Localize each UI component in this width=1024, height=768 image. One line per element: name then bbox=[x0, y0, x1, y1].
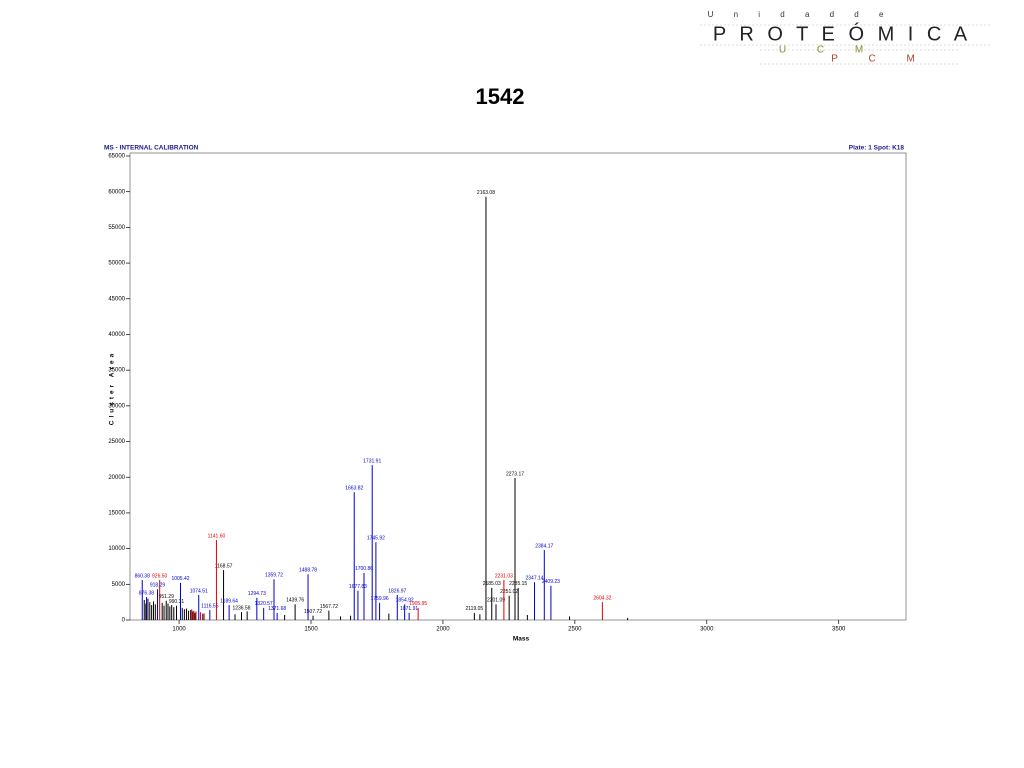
x-tick-label: 1000 bbox=[172, 627, 186, 633]
y-tick-label: 15000 bbox=[108, 511, 125, 517]
peak-label: 2384.17 bbox=[535, 543, 553, 549]
peak-label: 1826.97 bbox=[388, 588, 406, 594]
peak-label: 1854.92 bbox=[396, 598, 414, 604]
peak-label: 1507.72 bbox=[304, 609, 322, 615]
peak-label: 2163.08 bbox=[477, 190, 495, 196]
logo-sub1: U C M bbox=[779, 45, 877, 56]
peak-label: 1663.82 bbox=[345, 486, 363, 492]
y-tick-label: 50000 bbox=[108, 261, 125, 267]
peak-label: 2409.23 bbox=[542, 579, 560, 585]
peak-label: 1731.91 bbox=[363, 458, 381, 464]
logo-sub2: P C M bbox=[831, 54, 929, 65]
y-tick-label: 5000 bbox=[112, 582, 126, 588]
y-tick-label: 55000 bbox=[108, 225, 125, 231]
peak-label: 1236.58 bbox=[232, 605, 250, 611]
peak-label: 951.29 bbox=[159, 594, 175, 600]
peak-label: 1439.76 bbox=[286, 598, 304, 604]
peak-label: 1074.51 bbox=[190, 588, 208, 594]
peak-label: 1488.78 bbox=[299, 568, 317, 574]
y-tick-label: 65000 bbox=[108, 154, 125, 160]
logo-main: P R O T E Ó M I C A bbox=[713, 22, 971, 45]
peak-label: 2285.15 bbox=[509, 581, 527, 587]
peak-label: 1871.91 bbox=[400, 606, 418, 612]
logo-top: U n i d a d d e bbox=[708, 10, 893, 19]
peak-label: 2347.14 bbox=[525, 575, 543, 581]
peak-label: 1294.73 bbox=[248, 591, 266, 597]
peak-label: 2231.03 bbox=[495, 573, 513, 579]
x-axis-label: Mass bbox=[513, 636, 530, 643]
peak-label: 1371.68 bbox=[268, 606, 286, 612]
peak-label: 1677.83 bbox=[349, 584, 367, 590]
y-tick-label: 0 bbox=[122, 618, 126, 624]
chart-title: 1542 bbox=[476, 84, 525, 109]
y-tick-label: 25000 bbox=[108, 439, 125, 445]
peak-label: 2273.17 bbox=[506, 471, 524, 477]
x-tick-label: 2000 bbox=[436, 627, 450, 633]
x-tick-label: 3000 bbox=[700, 627, 714, 633]
y-tick-label: 20000 bbox=[108, 475, 125, 481]
chart-header-left: MS - INTERNAL CALIBRATION bbox=[104, 145, 199, 152]
y-tick-label: 35000 bbox=[108, 368, 125, 374]
peak-label: 2251.02 bbox=[500, 589, 518, 595]
y-tick-label: 30000 bbox=[108, 403, 125, 409]
x-tick-label: 2500 bbox=[568, 627, 582, 633]
peak-label: 2201.09 bbox=[487, 598, 505, 604]
peak-label: 1005.42 bbox=[171, 576, 189, 582]
peak-label: 1567.72 bbox=[320, 604, 338, 610]
logo: U n i d a d d e P R O T E Ó M I C A U C … bbox=[700, 10, 990, 65]
peak-label: 2604.32 bbox=[593, 595, 611, 601]
x-tick-label: 1500 bbox=[304, 627, 318, 633]
peak-label: 918.29 bbox=[150, 583, 166, 589]
peak-label: 1359.72 bbox=[265, 573, 283, 579]
chart-header-right: Plate: 1 Spot: K18 bbox=[849, 145, 905, 152]
peak-label: 1116.55 bbox=[201, 603, 219, 609]
peak-label: 1189.64 bbox=[220, 598, 238, 604]
peak-label: 1320.57 bbox=[255, 601, 273, 607]
peak-label: 1168.57 bbox=[215, 563, 233, 569]
peak-label: 1905.95 bbox=[409, 601, 427, 607]
y-tick-label: 10000 bbox=[108, 546, 125, 552]
peak-label: 1700.86 bbox=[355, 566, 373, 572]
peak-label: 1141.60 bbox=[208, 533, 226, 539]
peak-label: 876.38 bbox=[139, 590, 155, 596]
peak-label: 2119.05 bbox=[465, 606, 483, 612]
peak-label: 990.31 bbox=[169, 599, 185, 605]
peak-label: 1759.96 bbox=[371, 596, 389, 602]
peak-label: 2185.03 bbox=[483, 581, 501, 587]
peak-label: 926.50 bbox=[152, 573, 168, 579]
y-tick-label: 40000 bbox=[108, 332, 125, 338]
peak-label: 1745.92 bbox=[367, 536, 385, 542]
y-tick-label: 45000 bbox=[108, 296, 125, 302]
plot-frame bbox=[129, 152, 907, 621]
peak-label: 860.38 bbox=[135, 573, 151, 579]
x-tick-label: 3500 bbox=[832, 627, 846, 633]
y-tick-label: 60000 bbox=[108, 189, 125, 195]
y-axis-label: Cluster Area bbox=[109, 351, 116, 425]
